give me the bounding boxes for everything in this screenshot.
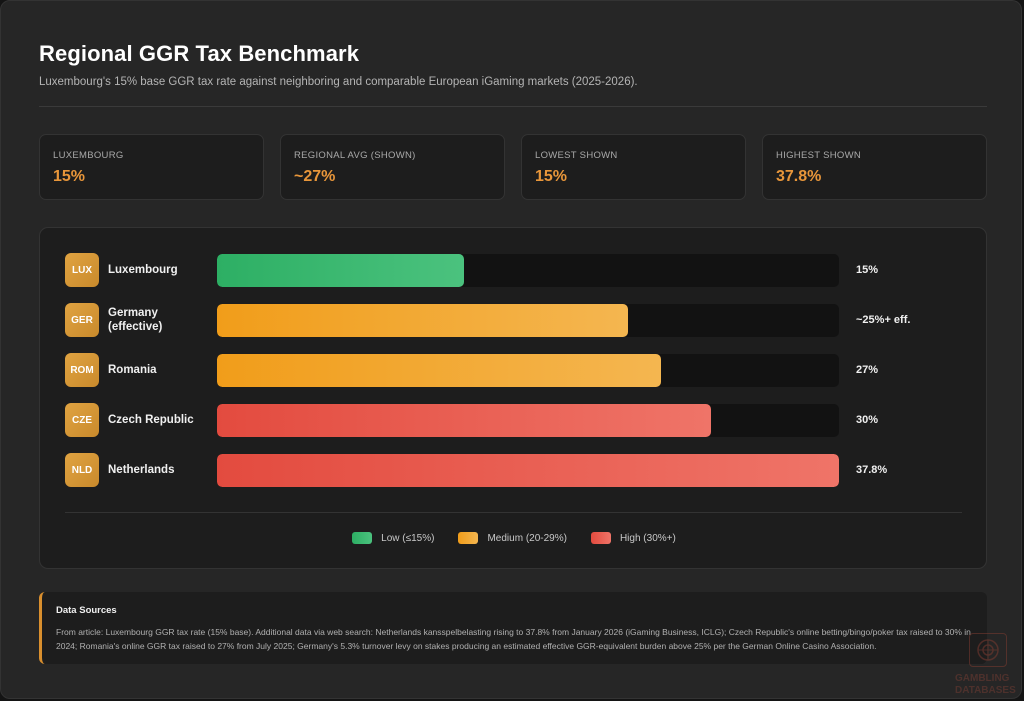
bar-row: LUX Luxembourg 15% [40,253,988,287]
stat-card-lowest: LOWEST SHOWN 15% [521,134,746,200]
bar-track [217,254,839,287]
chart-divider [65,512,962,513]
legend-item: Low (≤15%) [352,532,434,544]
sources-text: From article: Luxembourg GGR tax rate (1… [56,627,971,651]
bar [217,354,661,387]
category-label: Romania [108,364,157,376]
legend-swatch [590,532,611,544]
bar-track [217,454,839,487]
legend-label: Low (≤15%) [381,532,435,544]
bar-track [217,304,839,337]
data-label: 27% [856,364,879,376]
bar-row: GER Germany (effective) ~25%+ eff. [40,303,988,337]
stat-label: LUXEMBOURG [53,150,124,161]
legend-label: Medium (20-29%) [487,532,567,544]
watermark-line2: DATABASES [955,685,1016,696]
legend-swatch [458,532,479,544]
watermark-logo: GAMBLING DATABASES [955,633,1024,701]
data-label: 15% [856,264,879,276]
stat-card-highest: HIGHEST SHOWN 37.8% [762,134,987,200]
category-label: Germany (effective) [108,307,163,333]
watermark-line1: GAMBLING [955,673,1010,684]
country-code-badge: GER [65,303,99,337]
bar-row: NLD Netherlands 37.8% [40,453,988,487]
bar [217,304,628,337]
legend-item: Medium (20-29%) [458,532,567,544]
page-subtitle: Luxembourg's 15% base GGR tax rate again… [39,76,638,88]
stat-label: HIGHEST SHOWN [776,150,862,161]
category-label: Netherlands [108,464,175,476]
bar [217,404,711,437]
stat-value: ~27% [294,168,336,185]
stat-label: REGIONAL AVG (SHOWN) [294,150,416,161]
bar [217,454,839,487]
data-label: 37.8% [856,464,888,476]
country-code-badge: ROM [65,353,99,387]
legend-swatch [352,532,373,544]
sources-title: Data Sources [56,605,117,616]
bar-track [217,354,839,387]
watermark-text: GAMBLING DATABASES [955,673,1024,697]
country-code-badge: CZE [65,403,99,437]
legend-item: High (30%+) [590,532,676,544]
data-label: 30% [856,414,879,426]
stat-card-regional-avg: REGIONAL AVG (SHOWN) ~27% [280,134,505,200]
country-code-badge: NLD [65,453,99,487]
category-label: Czech Republic [108,414,194,426]
stat-card-luxembourg: LUXEMBOURG 15% [39,134,264,200]
bar-row: CZE Czech Republic 30% [40,403,988,437]
stat-value: 15% [53,168,86,185]
stat-value: 15% [535,168,568,185]
bar-track [217,404,839,437]
page-title: Regional GGR Tax Benchmark [39,41,360,66]
legend-label: High (30%+) [619,532,676,544]
bar-row: ROM Romania 27% [40,353,988,387]
roulette-icon [969,633,1007,667]
stat-value: 37.8% [776,168,822,185]
header-divider [39,106,987,107]
country-code-badge: LUX [65,253,99,287]
data-label: ~25%+ eff. [856,314,911,326]
category-label: Luxembourg [108,264,178,276]
stat-label: LOWEST SHOWN [535,150,618,161]
chart-legend: Low (≤15%) Medium (20-29%) High (30%+) [40,530,988,546]
bar-chart: Low (≤15%) Medium (20-29%) High (30%+) LUX… [39,227,987,569]
data-sources-panel: Data Sources From article: Luxembourg GG… [39,592,987,664]
bar [217,254,464,287]
